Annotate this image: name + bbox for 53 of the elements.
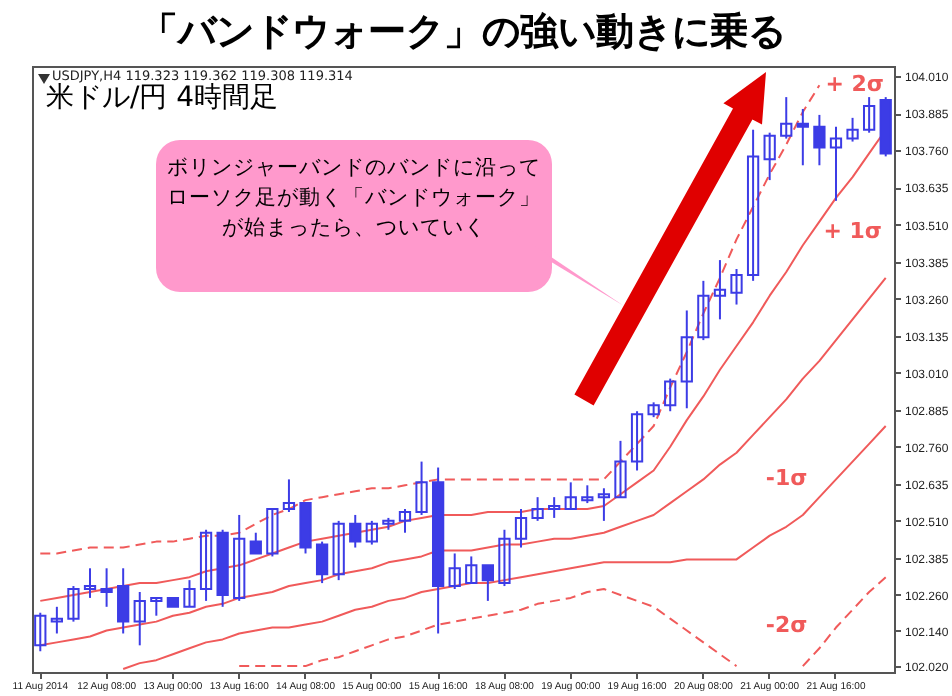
candlestick	[299, 502, 312, 555]
candlestick	[133, 590, 146, 647]
series-label: + 2σ	[825, 71, 884, 98]
candlestick	[813, 113, 826, 167]
candlestick	[680, 309, 693, 410]
candlestick	[266, 508, 279, 558]
candlestick	[664, 377, 677, 413]
candlestick	[531, 496, 544, 522]
candlestick	[349, 513, 362, 549]
candlestick	[183, 579, 196, 608]
candlestick	[780, 96, 793, 140]
candlestick	[564, 481, 577, 511]
candlestick	[199, 528, 213, 602]
candlestick	[697, 279, 710, 342]
candlestick	[548, 496, 561, 519]
line-series	[122, 425, 887, 671]
candlestick	[315, 540, 329, 585]
candlestick	[282, 478, 296, 513]
candlestick	[763, 131, 776, 182]
candlestick	[597, 487, 611, 522]
candlestick	[398, 508, 412, 534]
candlestick	[448, 552, 461, 591]
line-series	[39, 84, 821, 555]
candlestick	[465, 555, 478, 585]
candlestick	[233, 513, 246, 602]
candlestick	[50, 605, 63, 635]
candlestick	[730, 267, 743, 306]
chart-title: 「バンドウォーク」の強い動きに乗る	[140, 10, 786, 54]
series-label: + 1σ	[823, 217, 882, 244]
candlestick	[796, 107, 809, 167]
candlestick	[630, 410, 644, 472]
candlestick	[34, 611, 47, 653]
candlestick	[100, 567, 113, 608]
candlestick	[863, 96, 876, 134]
candlestick	[746, 128, 760, 282]
candlestick	[67, 585, 80, 623]
candlestick	[365, 519, 378, 546]
text: 米ドル/円 4時間足	[46, 82, 279, 114]
candlestick	[498, 528, 511, 588]
candlestick	[514, 508, 528, 549]
series-label: -2σ	[765, 612, 808, 639]
candlestick	[332, 519, 345, 582]
series-label: -1σ	[765, 465, 808, 492]
candlestick	[846, 116, 859, 143]
candlestick	[249, 531, 262, 555]
candlestick	[713, 259, 727, 321]
candlestick	[614, 439, 627, 499]
annotation: ボリンジャーバンドのバンドに沿ってローソク足が動く「バンドウォーク」が始まったら、ついていく	[165, 154, 543, 244]
candlestick	[117, 567, 130, 635]
candlestick	[415, 460, 428, 516]
candlestick	[83, 567, 97, 599]
candlestick	[481, 564, 494, 602]
candlestick	[829, 125, 843, 202]
